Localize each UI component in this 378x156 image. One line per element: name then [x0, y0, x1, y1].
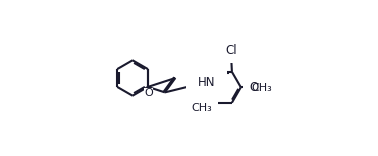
Text: CH₃: CH₃	[251, 83, 272, 93]
Text: O: O	[144, 88, 153, 98]
Text: CH₃: CH₃	[192, 103, 212, 113]
Text: O: O	[249, 81, 258, 94]
Text: Cl: Cl	[225, 44, 237, 57]
Text: HN: HN	[198, 76, 215, 89]
